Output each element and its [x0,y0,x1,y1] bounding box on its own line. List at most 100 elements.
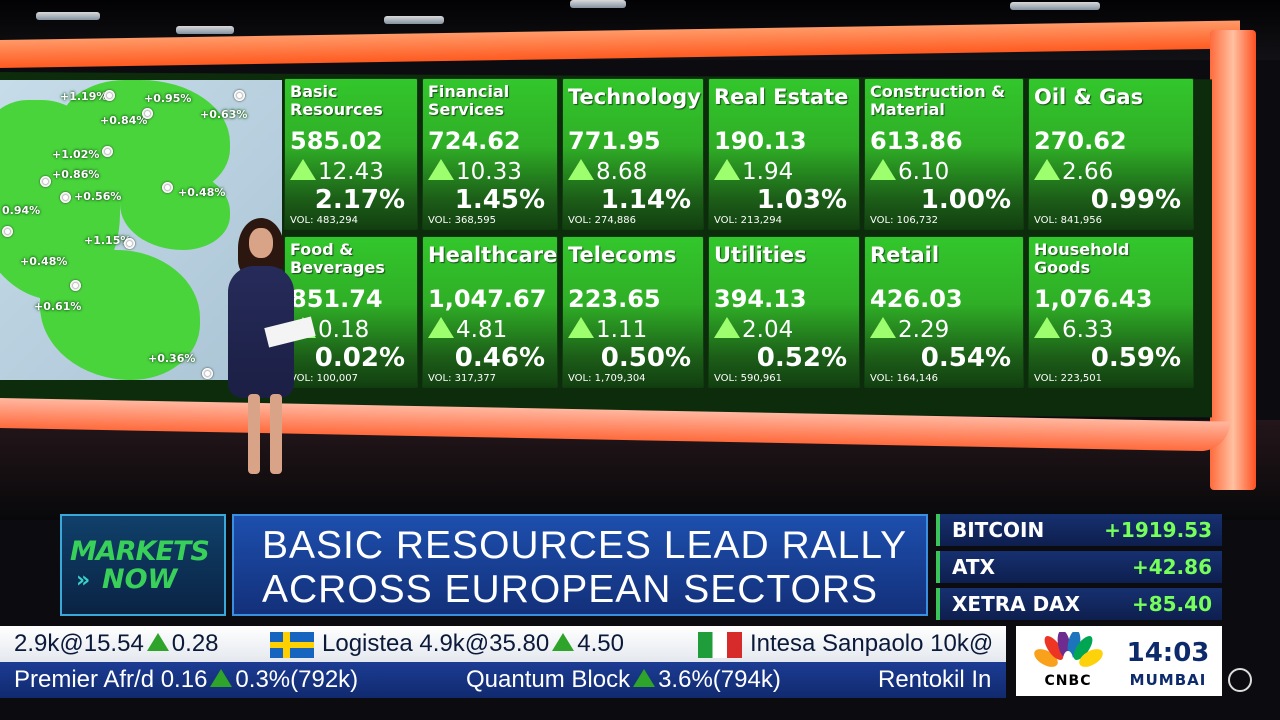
map-label: +0.63% [200,108,248,121]
sector-name: Utilities [714,243,807,267]
headline-line1: BASIC RESOURCES LEAD RALLY [262,524,908,567]
sector-price: 223.65 [568,285,661,313]
sector-percent: 2.17% [314,185,405,215]
sector-percent: 1.03% [756,185,847,215]
record-indicator-icon [1228,668,1252,692]
ceiling-lamp [176,26,234,34]
peacock-logo-icon [1034,632,1103,669]
sector-volume: VOL: 317,377 [428,373,497,384]
map-marker [142,108,153,119]
quote-row-xetra-dax: XETRA DAX +85.40 [936,588,1222,620]
map-label: +0.56% [74,190,122,203]
sector-change-value: 1.94 [742,159,794,185]
sector-volume: VOL: 100,007 [290,373,359,384]
map-marker [234,90,245,101]
sector-name: Technology [568,85,701,109]
sector-percent: 1.00% [920,185,1011,215]
show-logo-line2: NOW [102,564,178,595]
sector-tile-basic-resources: Basic Resources 585.02 12.43 2.17% VOL: … [284,78,418,230]
presenter-leg [270,394,282,474]
up-arrow-icon [633,669,656,687]
sector-percent: 0.52% [756,343,847,373]
sector-percent: 0.99% [1090,185,1181,215]
sweden-flag-icon [270,632,314,658]
sector-change-value: 6.10 [898,159,950,185]
ticker-item: 2.9k@15.54 0.28 [14,630,219,658]
sector-change-value: 2.29 [898,317,950,343]
presenter-leg [248,394,260,474]
sector-change-value: 1.11 [596,317,648,343]
ceiling-lamp [570,0,626,8]
clock-city: MUMBAI [1129,671,1207,689]
map-marker [162,182,173,193]
sector-change: 6.10 [870,159,949,185]
sector-name: Oil & Gas [1034,85,1144,109]
sector-change-value: 8.68 [596,159,648,185]
ticker-change: 0.28 [171,630,219,657]
up-arrow-icon [870,317,896,338]
up-arrow-icon [714,159,740,180]
sector-price: 851.74 [290,285,383,313]
sector-grid: Basic Resources 585.02 12.43 2.17% VOL: … [284,78,1202,400]
ticker-name: Logistea [322,630,413,657]
map-label: +0.95% [144,92,192,105]
ticker-change: 4.50 [577,630,624,657]
ticker-name: Intesa Sanpaolo [750,630,924,657]
sector-volume: VOL: 164,146 [870,373,939,384]
sector-tile-real-estate: Real Estate 190.13 1.94 1.03% VOL: 213,2… [708,78,860,230]
up-arrow-icon [568,317,594,338]
map-marker [202,368,213,379]
sector-name: Telecoms [568,243,677,267]
headline-line2: ACROSS EUROPEAN SECTORS [262,568,879,611]
up-arrow-icon [568,159,594,180]
network-name: CNBC [1044,673,1092,689]
ticker-item: Intesa Sanpaolo 10k@ [750,630,993,658]
sector-name: Healthcare [428,243,558,267]
map-marker [40,176,51,187]
sector-change: 4.81 [428,317,507,343]
show-logo-line1: MARKETS [70,536,210,567]
sector-change: 2.29 [870,317,949,343]
map-label: +1.02% [52,148,100,161]
quote-name: ATX [952,555,995,579]
ticker-item: Quantum Block 3.6%(794k) [466,666,781,694]
ticker-text: Premier Afr/d 0.16 [14,666,208,693]
sector-name: Food & Beverages [290,240,385,277]
ticker-top: 2.9k@15.54 0.28 Logistea 4.9k@35.80 4.50 I… [0,626,1006,662]
map-label: +1.15% [84,234,132,247]
map-marker [124,238,135,249]
sector-name: Real Estate [714,85,849,109]
sector-tile-household-goods: Household Goods 1,076.43 6.33 0.59% VOL:… [1028,236,1194,388]
up-arrow-icon [428,317,454,338]
sector-tile-retail: Retail 426.03 2.29 0.54% VOL: 164,146 [864,236,1024,388]
sector-percent: 0.02% [314,343,405,373]
up-arrow-icon [1034,159,1060,180]
sector-change: 12.43 [290,159,384,185]
quote-row-atx: ATX +42.86 [936,551,1222,583]
quote-value: +85.40 [1131,592,1212,616]
sector-price: 426.03 [870,285,963,313]
presenter-face [249,228,273,258]
sector-price: 613.86 [870,127,963,155]
clock-time: 14:03 [1126,638,1210,668]
up-arrow-icon [428,159,454,180]
sector-price: 190.13 [714,127,807,155]
ticker-text: 10k@ [930,630,994,657]
sector-tile-utilities: Utilities 394.13 2.04 0.52% VOL: 590,961 [708,236,860,388]
sector-tile-technology: Technology 771.95 8.68 1.14% VOL: 274,88… [562,78,704,230]
headline-banner: BASIC RESOURCES LEAD RALLY ACROSS EUROPE… [232,514,928,616]
ticker-text: 4.9k@35.80 [419,630,550,657]
sector-volume: VOL: 1,709,304 [568,373,646,384]
map-label: +0.48% [20,255,68,268]
map-label: 0.94% [2,204,41,217]
sector-price: 270.62 [1034,127,1127,155]
map-marker [104,90,115,101]
sector-change-value: 12.43 [318,159,384,185]
sector-name: Financial Services [428,82,510,119]
up-arrow-icon [146,633,169,651]
sector-volume: VOL: 213,294 [714,215,783,226]
quote-value: +1919.53 [1104,518,1212,542]
ticker-text: Quantum Block [466,666,631,693]
sector-change: 10.33 [428,159,522,185]
up-arrow-icon [552,633,575,651]
